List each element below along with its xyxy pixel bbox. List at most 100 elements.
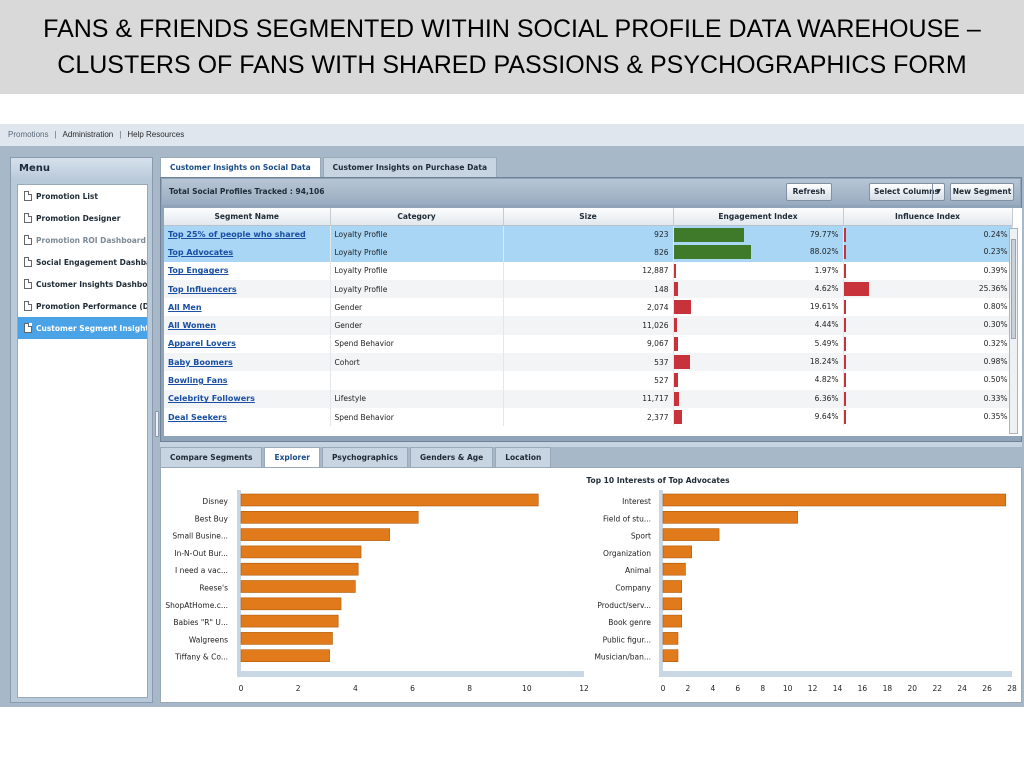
influence-cell: 0.98%	[843, 353, 1013, 372]
column-header-engagement-index[interactable]: Engagement Index	[673, 208, 844, 226]
menu-item-0[interactable]: Promotion List	[18, 185, 147, 207]
segment-name-link[interactable]: Baby Boomers	[164, 353, 331, 372]
bar	[662, 562, 686, 576]
segment-category: Cohort	[330, 353, 504, 372]
refresh-button[interactable]: Refresh	[786, 183, 832, 201]
tab-explorer[interactable]: Explorer	[264, 447, 320, 467]
x-tick-label: 22	[932, 684, 942, 693]
bar	[662, 510, 798, 524]
table-row[interactable]: Baby Boomers Cohort 537 18.24% 0.98%	[164, 353, 1013, 372]
menu-item-3[interactable]: Social Engagement Dashbard	[18, 251, 147, 273]
engagement-bar	[673, 281, 678, 296]
grid-scrollbar[interactable]	[1009, 228, 1018, 434]
segment-name-link[interactable]: Apparel Lovers	[164, 334, 331, 354]
slide-title-line-1: FANS & FRIENDS SEGMENTED WITHIN SOCIAL P…	[43, 15, 981, 43]
slide-title: FANS & FRIENDS SEGMENTED WITHIN SOCIAL P…	[0, 0, 1024, 94]
column-header-influence-index[interactable]: Influence Index	[843, 208, 1013, 226]
table-row[interactable]: Bowling Fans 527 4.82% 0.50%	[164, 371, 1013, 390]
tab-location[interactable]: Location	[495, 447, 552, 467]
segment-size: 2,377	[503, 407, 674, 427]
table-row[interactable]: Top Advocates Loyalty Profile 826 88.02% 0.2…	[164, 243, 1013, 262]
menu-title: Menu	[11, 158, 152, 180]
document-icon	[24, 301, 32, 311]
select-columns-button[interactable]: Select Columns ▼	[869, 183, 945, 201]
tab-purchase-data[interactable]: Customer Insights on Purchase Data	[322, 157, 498, 177]
segment-category: Loyalty Profile	[330, 225, 504, 244]
engagement-bar	[673, 409, 683, 424]
new-segment-button[interactable]: New Segment	[950, 183, 1014, 201]
table-row[interactable]: Celebrity Followers Lifestyle 11,717 6.36% 0…	[164, 389, 1013, 408]
table-row[interactable]: Top Engagers Loyalty Profile 12,887 1.97% 0.…	[164, 261, 1013, 280]
segment-name-link[interactable]: Celebrity Followers	[164, 389, 331, 408]
column-header-segment-name[interactable]: Segment Name	[164, 208, 331, 226]
total-profiles-label: Total Social Profiles Tracked : 94,106	[169, 187, 325, 196]
table-row[interactable]: All Men Gender 2,074 19.61% 0.80%	[164, 298, 1013, 317]
segment-size: 148	[503, 279, 674, 299]
segment-name-link[interactable]: Top Influencers	[164, 279, 331, 299]
influence-value: 0.80%	[983, 302, 1008, 312]
menu-collapse-handle[interactable]	[155, 411, 159, 437]
category-label: Interest	[622, 497, 651, 506]
influence-cell: 0.50%	[843, 371, 1013, 390]
influence-value: 0.32%	[983, 338, 1008, 348]
engagement-cell: 4.82%	[673, 371, 844, 390]
slide-title-line-2: CLUSTERS OF FANS WITH SHARED PASSIONS & …	[57, 51, 967, 79]
category-label: Tiffany & Co...	[174, 653, 228, 662]
x-tick-label: 2	[296, 684, 301, 693]
tab-social-data[interactable]: Customer Insights on Social Data	[160, 157, 321, 177]
panel-splitter[interactable]	[160, 442, 1022, 447]
segment-category: Spend Behavior	[330, 407, 504, 427]
menu-item-5[interactable]: Promotion Performance (De	[18, 295, 147, 317]
engagement-cell: 6.36%	[673, 389, 844, 408]
engagement-value: 18.24%	[809, 357, 839, 367]
influence-bar	[843, 318, 846, 333]
tab-genders-age[interactable]: Genders & Age	[409, 447, 494, 467]
table-row[interactable]: All Women Gender 11,026 4.44% 0.30%	[164, 316, 1013, 335]
category-label: Sport	[631, 532, 651, 541]
column-header-size[interactable]: Size	[503, 208, 674, 226]
scrollbar-thumb[interactable]	[1011, 239, 1016, 339]
dropdown-arrow-icon: ▼	[932, 184, 944, 200]
document-icon	[24, 191, 32, 201]
segment-category: Gender	[330, 298, 504, 317]
segment-name-link[interactable]: Top 25% of people who shared	[164, 225, 331, 244]
influence-value: 0.33%	[983, 393, 1008, 403]
menu-item-1[interactable]: Promotion Designer	[18, 207, 147, 229]
table-row[interactable]: Top 25% of people who shared Loyalty Prof…	[164, 225, 1013, 244]
nav-help-resources[interactable]: Help Resources	[127, 130, 185, 139]
engagement-cell: 9.64%	[673, 407, 844, 427]
table-row[interactable]: Top Influencers Loyalty Profile 148 4.62% 25…	[164, 279, 1013, 299]
segment-name-link[interactable]: Bowling Fans	[164, 371, 331, 390]
bar	[240, 597, 342, 611]
engagement-cell: 19.61%	[673, 298, 844, 317]
column-header-category[interactable]: Category	[330, 208, 504, 226]
tab-compare-segments[interactable]: Compare Segments	[160, 447, 263, 467]
engagement-bar	[673, 227, 745, 242]
segment-grid-panel: Total Social Profiles Tracked : 94,106 R…	[160, 177, 1022, 442]
menu-item-4[interactable]: Customer Insights Dashboar	[18, 273, 147, 295]
segment-name-link[interactable]: Top Engagers	[164, 261, 331, 280]
segment-name-link[interactable]: Deal Seekers	[164, 407, 331, 427]
segment-name-link[interactable]: All Women	[164, 316, 331, 335]
engagement-value: 4.82%	[814, 375, 839, 385]
influence-value: 0.30%	[983, 320, 1008, 330]
table-row[interactable]: Deal Seekers Spend Behavior 2,377 9.64% 0.35…	[164, 407, 1013, 427]
nav-separator: |	[54, 130, 57, 139]
menu-item-6[interactable]: Customer Segment Insights	[18, 317, 147, 339]
segment-size: 11,717	[503, 389, 674, 408]
nav-administration[interactable]: Administration	[62, 130, 114, 139]
menu-item-2[interactable]: Promotion ROI Dashboard	[18, 229, 147, 251]
segment-category: Loyalty Profile	[330, 261, 504, 280]
document-icon	[24, 323, 32, 333]
x-tick-label: 12	[808, 684, 818, 693]
menu-item-label: Promotion ROI Dashboard	[36, 235, 146, 245]
document-icon	[24, 279, 32, 289]
nav-promotions[interactable]: Promotions	[8, 130, 49, 139]
table-row[interactable]: Apparel Lovers Spend Behavior 9,067 5.49% 0.…	[164, 334, 1013, 354]
bar	[662, 545, 692, 559]
segment-name-link[interactable]: Top Advocates	[164, 243, 331, 262]
tab-psychographics[interactable]: Psychographics	[322, 447, 408, 467]
top-navigation: Promotions | Administration | Help Resources	[0, 124, 1024, 146]
segment-name-link[interactable]: All Men	[164, 298, 331, 317]
influence-cell: 0.33%	[843, 389, 1013, 408]
